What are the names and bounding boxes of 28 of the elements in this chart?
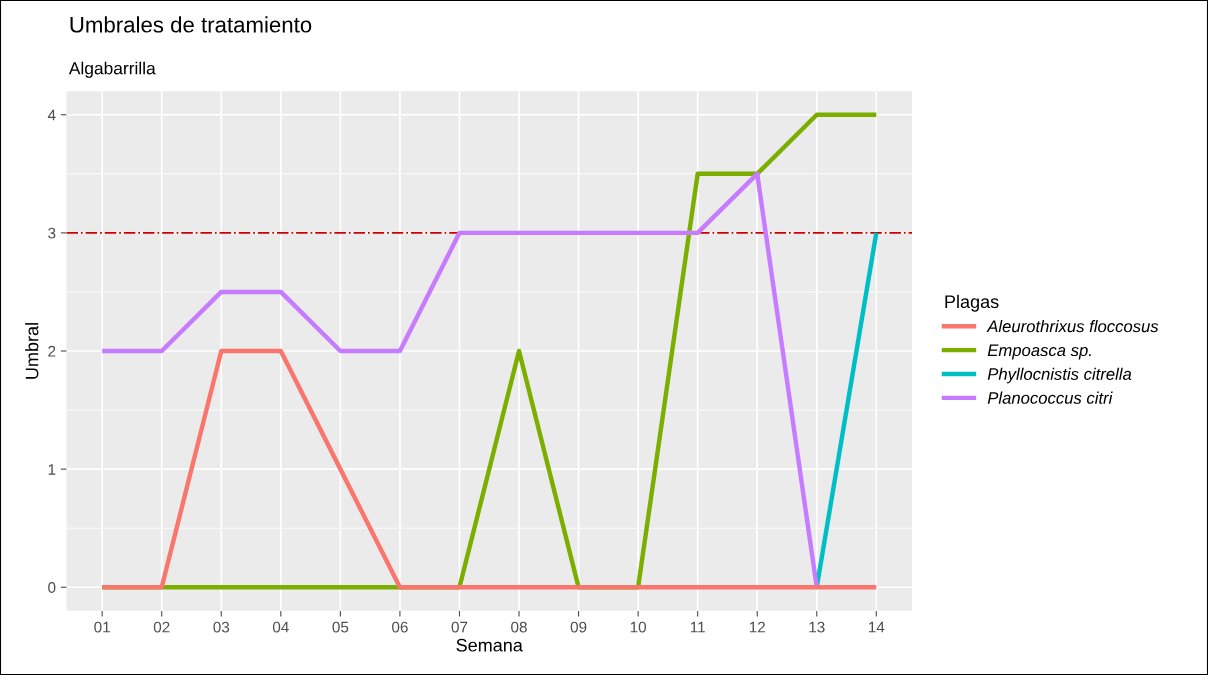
legend-title: Plagas — [945, 294, 999, 312]
x-tick-label: 08 — [511, 621, 527, 633]
x-tick-label: 03 — [213, 621, 230, 633]
legend-label: Planococcus citri — [987, 391, 1113, 404]
x-tick-label: 06 — [392, 621, 408, 633]
x-tick-label: 11 — [690, 621, 705, 633]
x-tick-label: 02 — [153, 621, 170, 633]
x-tick-label: 12 — [749, 621, 765, 633]
y-tick-label: 0 — [48, 582, 56, 593]
x-tick-label: 05 — [332, 621, 349, 633]
x-tick-label: 01 — [94, 621, 110, 633]
chart-title: Umbrales de tratamiento — [70, 16, 312, 33]
x-tick-label: 10 — [630, 621, 647, 633]
y-tick-label: 1 — [48, 464, 56, 475]
y-axis-title: Umbral — [25, 323, 39, 379]
legend-label: Aleurothrixus floccosus — [986, 320, 1159, 333]
x-tick-label: 04 — [272, 621, 289, 633]
y-tick-label: 2 — [48, 345, 56, 357]
chart-subtitle: Algabarrilla — [68, 61, 156, 78]
x-axis-title: Semana — [456, 638, 523, 652]
x-tick-label: 07 — [451, 621, 468, 633]
y-tick-label: 3 — [48, 227, 56, 239]
x-tick-label: 14 — [868, 621, 885, 633]
legend-label: Empoasca sp. — [987, 344, 1091, 360]
x-tick-label: 13 — [809, 621, 825, 633]
y-tick-label: 4 — [47, 109, 56, 121]
x-tick-label: 09 — [570, 621, 587, 633]
legend-label: Phyllocnistis citrella — [987, 367, 1132, 384]
